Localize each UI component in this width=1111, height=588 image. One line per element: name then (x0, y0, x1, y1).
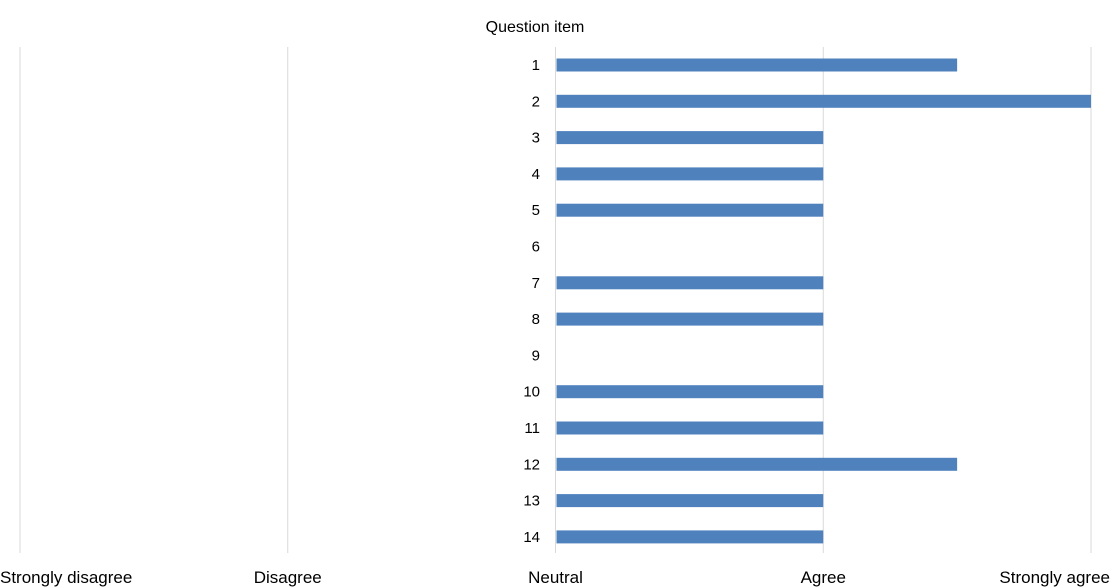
x-tick-label: Strongly disagree (0, 568, 132, 587)
bar-item-5 (556, 203, 824, 217)
x-tick-label: Disagree (254, 568, 322, 587)
category-label: 1 (532, 57, 540, 74)
category-label: 8 (532, 311, 540, 328)
category-label: 12 (523, 456, 540, 473)
category-label: 11 (524, 420, 540, 437)
category-label: 2 (532, 93, 540, 110)
bar-item-14 (556, 530, 824, 544)
bar-item-7 (556, 276, 824, 290)
x-tick-label: Neutral (528, 568, 583, 587)
category-label: 3 (532, 130, 540, 147)
category-label: 5 (532, 202, 540, 219)
bar-item-1 (556, 58, 958, 72)
y-axis-title: Question item (486, 19, 585, 36)
category-label: 6 (532, 239, 540, 256)
category-label: 13 (523, 493, 540, 510)
bar-item-8 (556, 312, 824, 326)
bar-item-4 (556, 167, 824, 181)
bar-item-12 (556, 457, 958, 471)
category-label: 7 (532, 275, 540, 292)
x-tick-label: Strongly agree (999, 568, 1110, 587)
x-tick-labels: Strongly disagree Disagree Neutral Agree Str… (0, 568, 1110, 587)
category-label: 4 (532, 166, 540, 183)
bar-item-2 (556, 94, 1091, 108)
gridlines (19, 47, 1092, 553)
bar-item-3 (556, 131, 824, 145)
bar-item-11 (556, 421, 824, 435)
x-tick-label: Agree (801, 568, 846, 587)
category-label: 14 (523, 529, 540, 546)
bar-item-10 (556, 385, 824, 399)
category-label: 10 (523, 384, 540, 401)
bars (556, 58, 1091, 544)
category-label: 9 (532, 347, 540, 364)
bar-item-13 (556, 494, 824, 508)
